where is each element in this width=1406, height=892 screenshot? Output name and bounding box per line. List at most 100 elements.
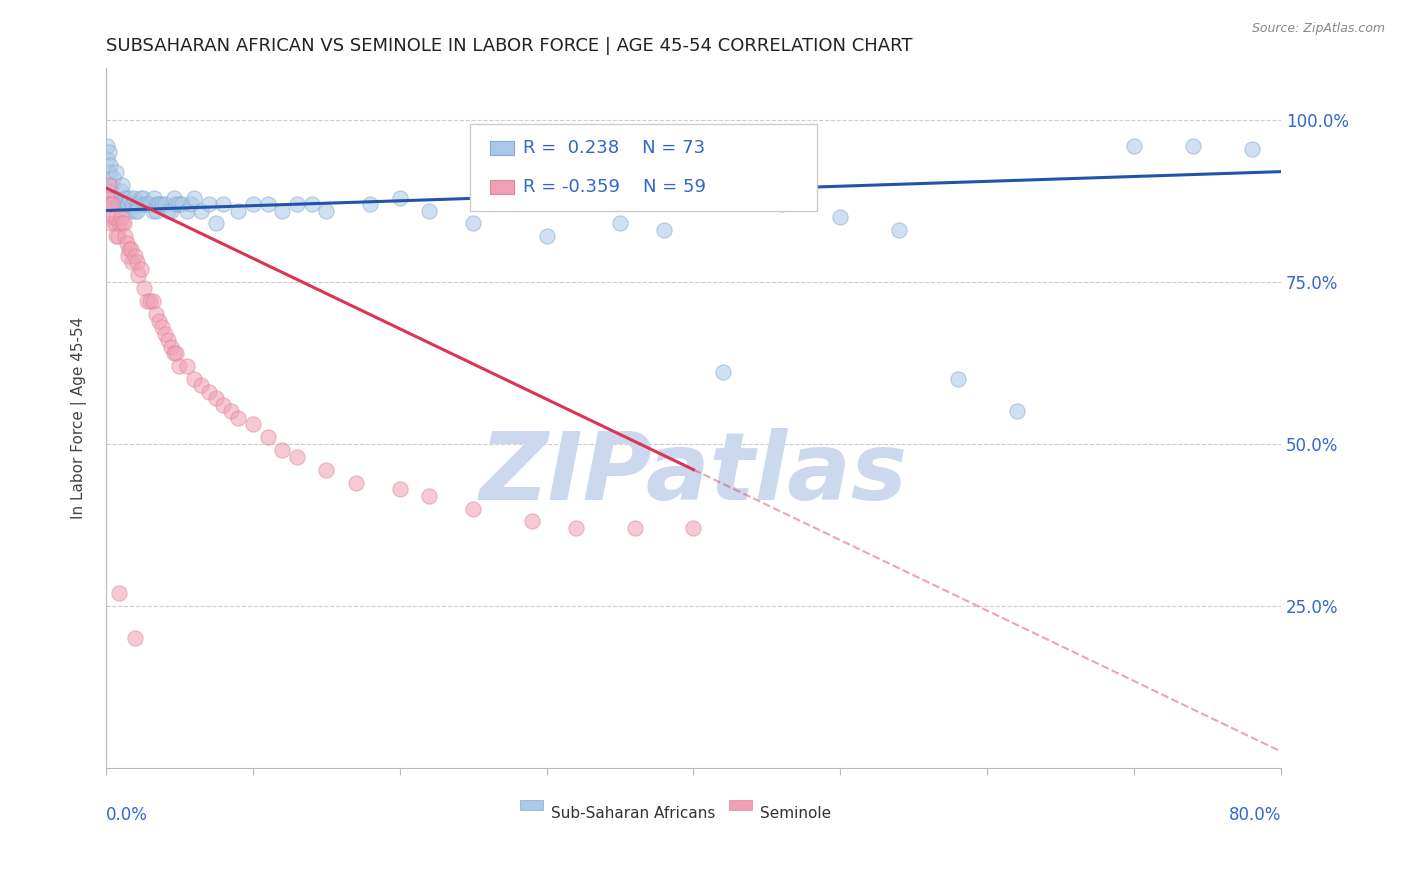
Point [156, 333, 179, 347]
Point [121, 255, 143, 269]
Point [146, 197, 169, 211]
Point [114, 190, 136, 204]
Point [125, 203, 148, 218]
FancyBboxPatch shape [491, 180, 513, 194]
Point [418, 489, 440, 503]
Point [150, 320, 173, 334]
Point [159, 203, 181, 218]
Point [127, 268, 149, 283]
Point [256, 197, 278, 211]
Point [108, 197, 131, 211]
Point [96, 190, 118, 204]
Point [652, 223, 675, 237]
Point [121, 197, 143, 211]
Point [124, 631, 146, 645]
Point [176, 203, 198, 218]
FancyBboxPatch shape [470, 124, 817, 211]
Point [103, 171, 125, 186]
Point [344, 475, 367, 490]
Point [682, 521, 704, 535]
Point [117, 197, 139, 211]
Y-axis label: In Labor Force | Age 45-54: In Labor Force | Age 45-54 [72, 317, 87, 519]
Point [388, 190, 411, 204]
FancyBboxPatch shape [520, 800, 543, 810]
Point [129, 190, 152, 204]
FancyBboxPatch shape [491, 142, 513, 155]
Point [118, 243, 141, 257]
Point [111, 178, 134, 192]
Point [110, 210, 132, 224]
Point [103, 210, 125, 224]
Point [104, 190, 127, 204]
Point [198, 197, 221, 211]
Point [115, 197, 138, 211]
Text: Sub-Saharan Africans: Sub-Saharan Africans [551, 806, 716, 822]
Point [1240, 142, 1263, 156]
Point [1123, 138, 1146, 153]
Point [205, 217, 228, 231]
Point [118, 190, 141, 204]
Point [183, 190, 205, 204]
Point [711, 366, 734, 380]
Point [97, 145, 120, 160]
Point [183, 372, 205, 386]
Point [122, 190, 145, 204]
Point [219, 404, 242, 418]
Point [101, 178, 124, 192]
Point [169, 197, 191, 211]
Point [1181, 138, 1204, 153]
Point [166, 197, 188, 211]
Text: 80.0%: 80.0% [1229, 806, 1281, 824]
Point [117, 249, 139, 263]
Point [131, 190, 153, 204]
Point [205, 392, 228, 406]
Point [105, 210, 128, 224]
Point [134, 197, 156, 211]
Point [166, 346, 188, 360]
Point [315, 203, 337, 218]
Point [112, 217, 135, 231]
Point [105, 229, 128, 244]
Point [145, 307, 167, 321]
Point [112, 197, 135, 211]
Point [153, 326, 176, 341]
Point [97, 197, 120, 211]
Point [285, 197, 308, 211]
Point [388, 482, 411, 496]
Point [565, 521, 588, 535]
Point [226, 203, 249, 218]
Point [150, 197, 173, 211]
Point [190, 378, 212, 392]
Point [190, 203, 212, 218]
Point [100, 217, 122, 231]
Point [159, 340, 181, 354]
Point [124, 249, 146, 263]
Point [134, 281, 156, 295]
Point [142, 203, 165, 218]
Point [536, 229, 558, 244]
Point [97, 164, 120, 178]
Point [139, 197, 162, 211]
Point [148, 313, 170, 327]
Point [115, 235, 138, 250]
Point [198, 384, 221, 399]
Point [108, 586, 131, 600]
Point [623, 521, 645, 535]
Text: ZIPatlas: ZIPatlas [479, 428, 907, 520]
Point [830, 210, 852, 224]
Point [271, 203, 294, 218]
Point [180, 197, 202, 211]
Point [463, 217, 485, 231]
Point [110, 184, 132, 198]
Point [169, 359, 191, 373]
Point [97, 178, 120, 192]
Point [172, 197, 194, 211]
Point [100, 197, 122, 211]
Point [96, 138, 118, 153]
Point [104, 217, 127, 231]
Point [139, 294, 162, 309]
Point [463, 501, 485, 516]
Point [226, 410, 249, 425]
Text: Seminole: Seminole [761, 806, 831, 822]
Point [176, 359, 198, 373]
